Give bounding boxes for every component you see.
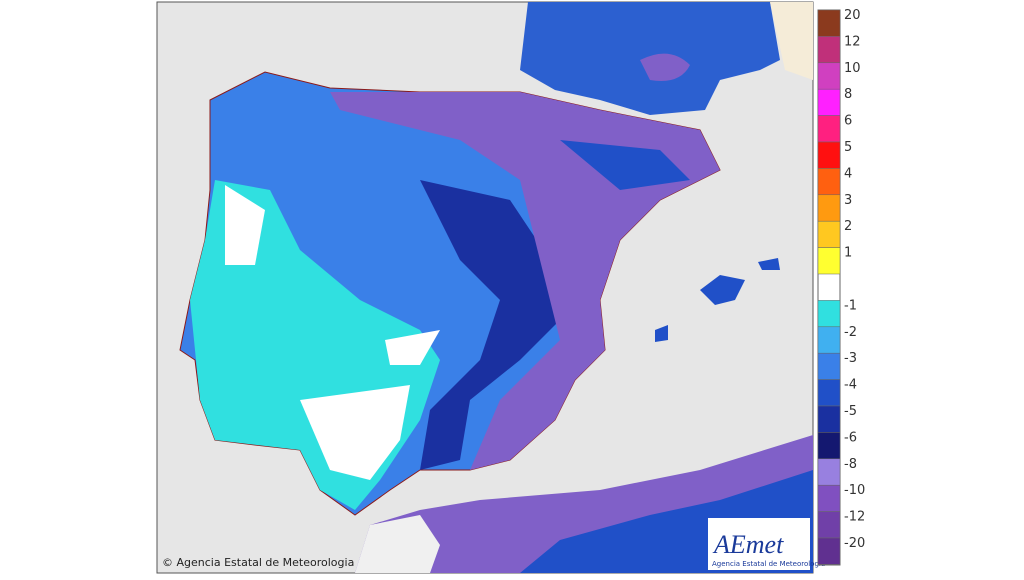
legend-swatch: [817, 326, 841, 354]
legend-swatch: [817, 141, 841, 169]
area: [640, 53, 690, 81]
legend-swatch: [817, 247, 841, 275]
copyright: © Agencia Estatal de Meteorologia: [162, 556, 354, 569]
legend-swatch: [817, 458, 841, 486]
legend-label: -8: [844, 457, 857, 472]
area: [420, 180, 560, 470]
legend-label: 6: [844, 114, 852, 129]
legend-swatch: [817, 352, 841, 380]
legend-label: -3: [844, 351, 857, 366]
area: [355, 515, 440, 573]
area: [770, 2, 813, 80]
area: [560, 140, 690, 190]
legend-swatch: [817, 220, 841, 248]
balearic-island: [655, 325, 668, 342]
legend-swatch: [817, 168, 841, 196]
logo-box: [708, 518, 810, 570]
legend-swatch: [817, 194, 841, 222]
legend-swatch: [817, 484, 841, 512]
area: [225, 185, 265, 265]
legend-swatch: [817, 432, 841, 460]
legend-swatch: [817, 537, 841, 565]
legend-label: -10: [844, 483, 865, 498]
legend-swatch: [817, 9, 841, 37]
legend-label: 5: [844, 140, 852, 155]
legend-swatch: [817, 511, 841, 539]
logo: AEmet: [712, 530, 784, 559]
balearic-island: [758, 258, 780, 270]
legend-label: -1: [844, 298, 857, 313]
legend-label: -6: [844, 430, 857, 445]
legend-swatch: [817, 36, 841, 64]
legend-label: 2: [844, 219, 852, 234]
legend-label: -2: [844, 325, 857, 340]
legend-swatch: [817, 300, 841, 328]
balearic-island: [700, 275, 745, 305]
legend-label: 8: [844, 87, 852, 102]
legend-label: -5: [844, 404, 857, 419]
legend-label: -20: [844, 536, 865, 551]
legend-swatch: [817, 62, 841, 90]
legend: 20 12 10 8 6 5 4 3 2 1 -1 -2 -3 -4 -5 -6 -8 -10 -12 -20: [817, 8, 865, 566]
legend-label: 20: [844, 8, 861, 23]
legend-swatch: [817, 88, 841, 116]
legend-label: 10: [844, 61, 861, 76]
legend-label: 3: [844, 193, 852, 208]
legend-label: -12: [844, 510, 865, 525]
logo-subtitle: Agencia Estatal de Meteorología: [712, 560, 825, 568]
legend-swatch: [817, 115, 841, 143]
legend-label: 1: [844, 246, 852, 261]
legend-label: 4: [844, 166, 852, 181]
map: [179, 2, 813, 573]
legend-swatch: [817, 379, 841, 407]
area: [300, 385, 410, 480]
legend-label: 12: [844, 34, 861, 49]
area: [385, 330, 440, 365]
legend-label: -4: [844, 378, 857, 393]
legend-swatch: [817, 405, 841, 433]
